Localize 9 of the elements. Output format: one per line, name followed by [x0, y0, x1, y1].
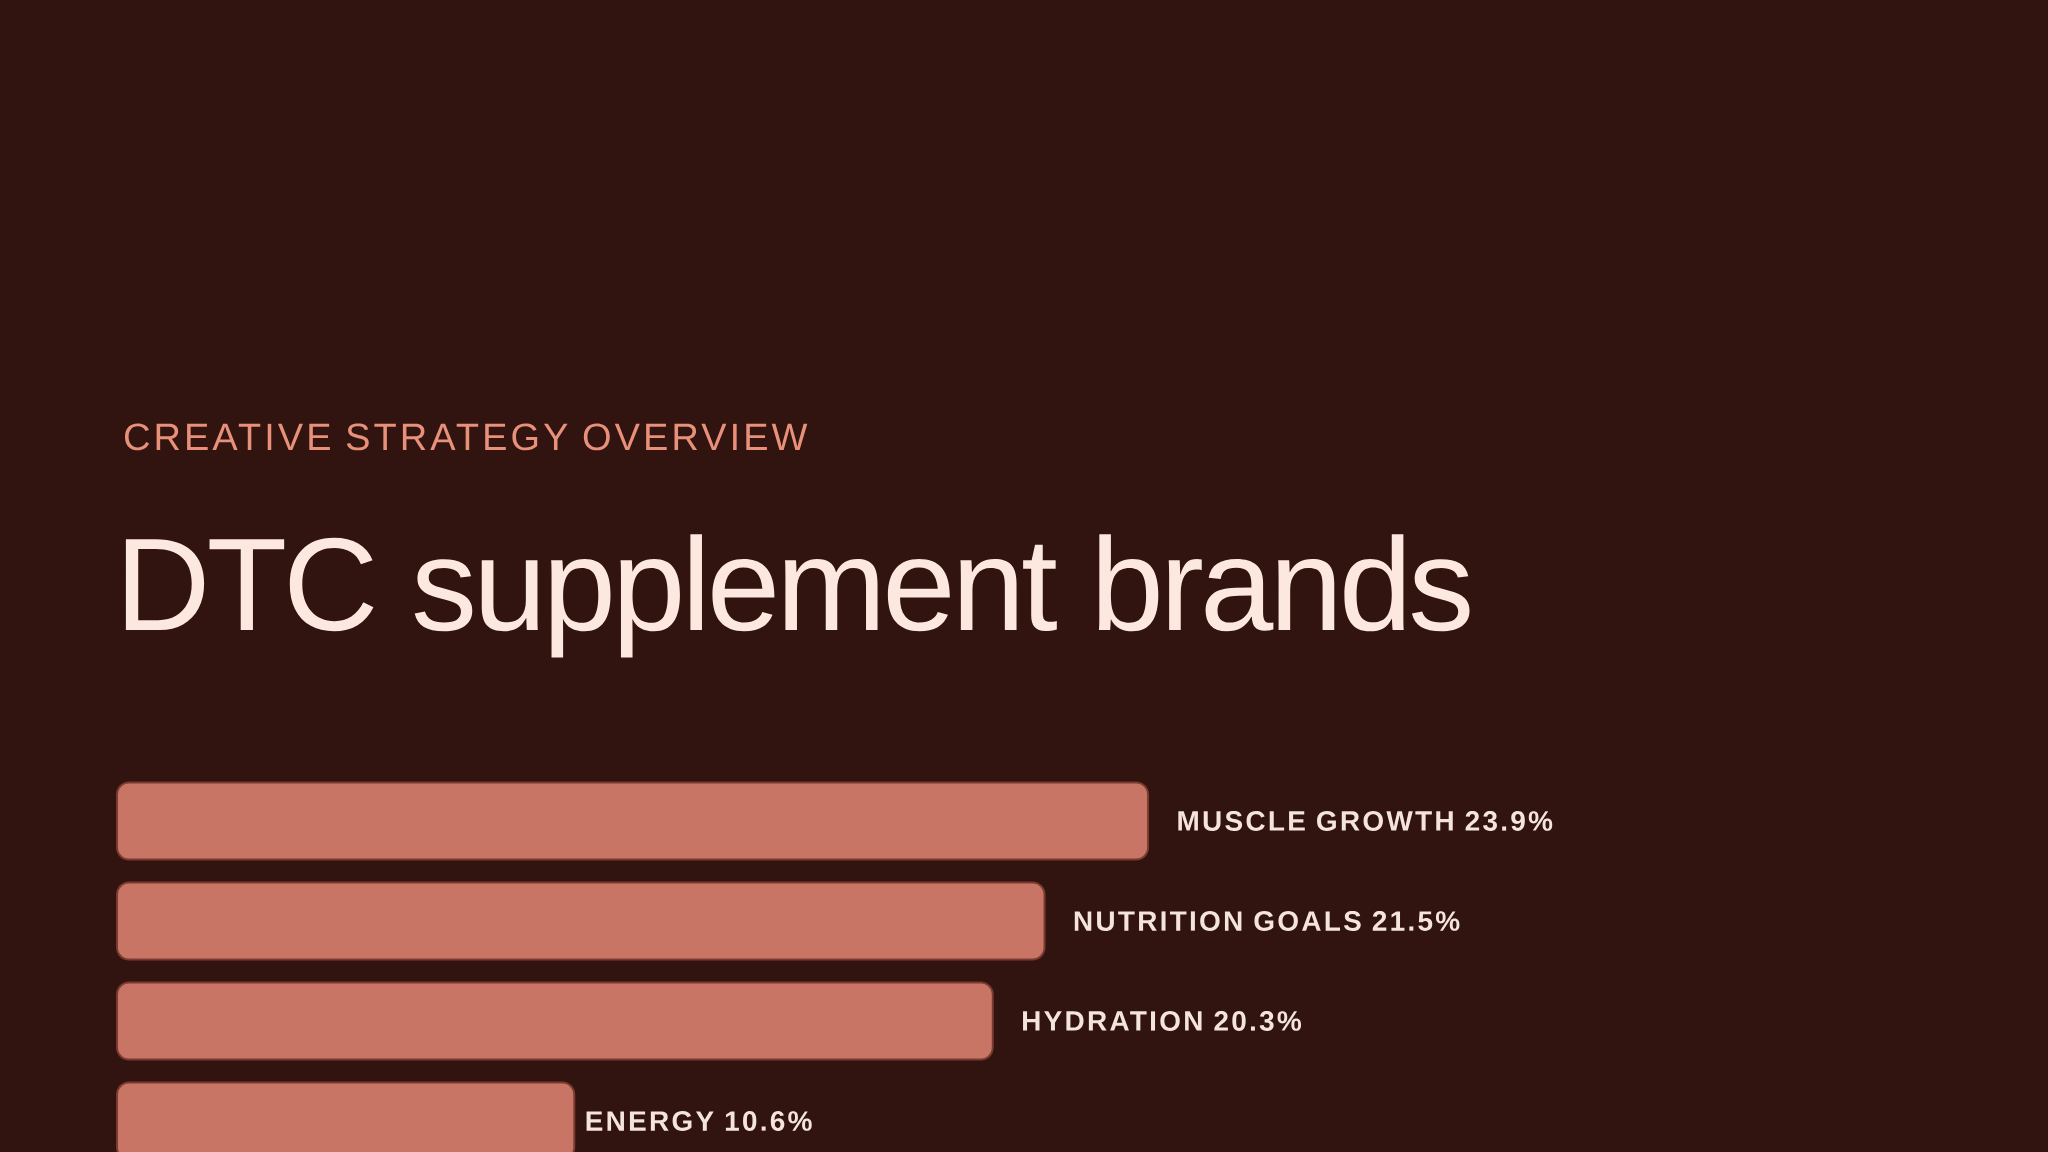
bar: [116, 881, 1046, 961]
data-label: NUTRITION GOALS 21.5%: [1074, 911, 1460, 931]
data-label: HYDRATION 20.3%: [1023, 1011, 1302, 1031]
data-label: MUSCLE GROWTH 23.9%: [1178, 811, 1553, 831]
data-label: ENERGY 10.6%: [586, 1111, 812, 1131]
bar: [116, 781, 1150, 861]
chart-subtitle: CREATIVE STRATEGY OVERVIEW: [124, 423, 808, 451]
chart-title: DTC supplement brands: [125, 534, 1470, 658]
bar: [116, 981, 994, 1061]
